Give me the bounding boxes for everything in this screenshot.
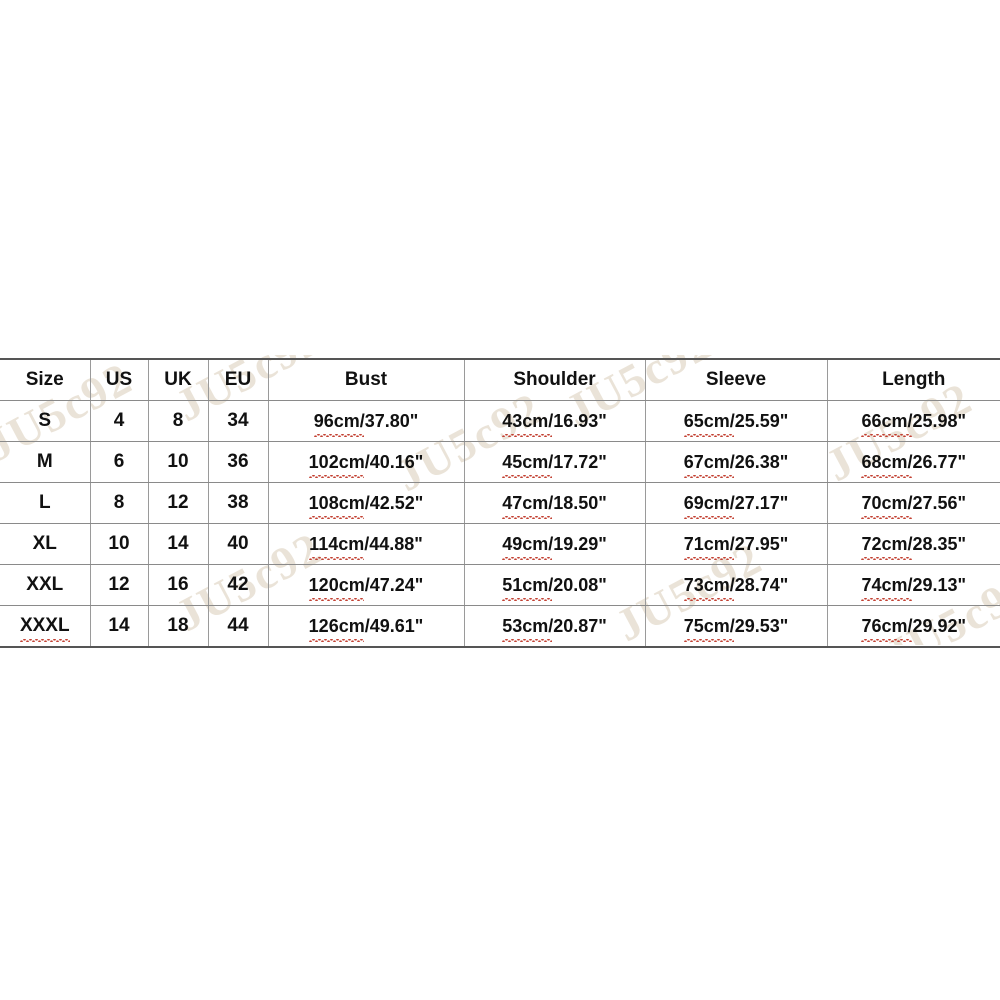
cell-shoulder-value: 43cm/16.93" bbox=[502, 401, 607, 441]
cell-sleeve-value: 69cm/27.17" bbox=[683, 483, 788, 523]
cell-shoulder-value: 45cm/17.72" bbox=[502, 442, 607, 482]
column-header-uk: UK bbox=[147, 358, 209, 401]
cell-size: L bbox=[0, 482, 91, 524]
cell-eu: 38 bbox=[207, 482, 269, 524]
cell-bust-value: 120cm/47.24" bbox=[308, 565, 423, 605]
cell-shoulder-value: 49cm/19.29" bbox=[502, 524, 607, 564]
cell-bust-value: 114cm/44.88" bbox=[309, 524, 423, 564]
cell-shoulder: 43cm/16.93" bbox=[463, 400, 646, 442]
cell-us: 4 bbox=[89, 400, 149, 442]
cell-size: XL bbox=[0, 523, 91, 565]
cell-shoulder: 49cm/19.29" bbox=[463, 523, 646, 565]
cell-size: S bbox=[0, 400, 91, 442]
cell-eu: 34 bbox=[207, 400, 269, 442]
cell-size: M bbox=[0, 441, 91, 483]
cell-uk: 8 bbox=[147, 400, 209, 442]
cell-sleeve: 67cm/26.38" bbox=[644, 441, 828, 483]
cell-length-value: 76cm/29.92" bbox=[861, 606, 966, 646]
table-header: Size US UK EU Bust Shoulder Sleeve Lengt… bbox=[0, 358, 1000, 401]
column-header-eu: EU bbox=[207, 358, 269, 401]
cell-size-value: XXXL bbox=[19, 606, 70, 646]
table-row: XXXL 14 18 44 126cm/49.61" 53cm/20.87" 7… bbox=[0, 605, 1000, 648]
cell-bust-value: 102cm/40.16" bbox=[308, 442, 423, 482]
cell-length: 72cm/28.35" bbox=[826, 523, 1000, 565]
cell-bust: 120cm/47.24" bbox=[267, 564, 465, 606]
column-header-bust: Bust bbox=[267, 358, 465, 401]
cell-bust: 96cm/37.80" bbox=[267, 400, 465, 442]
cell-bust: 102cm/40.16" bbox=[267, 441, 465, 483]
table-row: S 4 8 34 96cm/37.80" 43cm/16.93" 65cm/25… bbox=[0, 400, 1000, 442]
cell-uk: 12 bbox=[147, 482, 209, 524]
table-row: M 6 10 36 102cm/40.16" 45cm/17.72" 67cm/… bbox=[0, 441, 1000, 483]
cell-bust-value: 108cm/42.52" bbox=[308, 483, 423, 523]
cell-shoulder: 53cm/20.87" bbox=[463, 605, 646, 648]
cell-length: 68cm/26.77" bbox=[826, 441, 1000, 483]
cell-us: 14 bbox=[89, 605, 149, 648]
cell-sleeve-value: 67cm/26.38" bbox=[683, 442, 788, 482]
cell-sleeve: 69cm/27.17" bbox=[644, 482, 828, 524]
cell-shoulder-value: 47cm/18.50" bbox=[502, 483, 607, 523]
cell-length: 74cm/29.13" bbox=[826, 564, 1000, 606]
cell-eu: 40 bbox=[207, 523, 269, 565]
cell-eu: 36 bbox=[207, 441, 269, 483]
cell-size: XXXL bbox=[0, 605, 91, 648]
cell-length-value: 74cm/29.13" bbox=[861, 565, 966, 605]
cell-length-value: 72cm/28.35" bbox=[861, 524, 966, 564]
table-body: S 4 8 34 96cm/37.80" 43cm/16.93" 65cm/25… bbox=[0, 400, 1000, 648]
cell-bust: 114cm/44.88" bbox=[267, 523, 465, 565]
cell-uk: 10 bbox=[147, 441, 209, 483]
cell-sleeve-value: 71cm/27.95" bbox=[683, 524, 788, 564]
cell-size: XXL bbox=[0, 564, 91, 606]
cell-sleeve: 71cm/27.95" bbox=[644, 523, 828, 565]
column-header-length: Length bbox=[826, 358, 1000, 401]
column-header-shoulder: Shoulder bbox=[463, 358, 646, 401]
column-header-sleeve: Sleeve bbox=[644, 358, 828, 401]
cell-sleeve: 65cm/25.59" bbox=[644, 400, 828, 442]
cell-sleeve-value: 73cm/28.74" bbox=[683, 565, 788, 605]
table-row: XL 10 14 40 114cm/44.88" 49cm/19.29" 71c… bbox=[0, 523, 1000, 565]
cell-length: 76cm/29.92" bbox=[826, 605, 1000, 648]
cell-shoulder-value: 51cm/20.08" bbox=[502, 565, 607, 605]
cell-length-value: 68cm/26.77" bbox=[861, 442, 966, 482]
cell-uk: 14 bbox=[147, 523, 209, 565]
size-chart-container: Size US UK EU Bust Shoulder Sleeve Lengt… bbox=[0, 358, 1000, 648]
cell-length-value: 66cm/25.98" bbox=[861, 401, 966, 441]
cell-sleeve: 75cm/29.53" bbox=[644, 605, 828, 648]
cell-sleeve: 73cm/28.74" bbox=[644, 564, 828, 606]
cell-length-value: 70cm/27.56" bbox=[861, 483, 966, 523]
cell-bust: 126cm/49.61" bbox=[267, 605, 465, 648]
cell-eu: 44 bbox=[207, 605, 269, 648]
cell-shoulder: 47cm/18.50" bbox=[463, 482, 646, 524]
cell-us: 10 bbox=[89, 523, 149, 565]
cell-bust-value: 96cm/37.80" bbox=[313, 401, 418, 441]
cell-length: 66cm/25.98" bbox=[826, 400, 1000, 442]
cell-sleeve-value: 75cm/29.53" bbox=[683, 606, 788, 646]
size-chart-table: Size US UK EU Bust Shoulder Sleeve Lengt… bbox=[0, 358, 1000, 648]
table-header-row: Size US UK EU Bust Shoulder Sleeve Lengt… bbox=[0, 358, 1000, 401]
cell-uk: 18 bbox=[147, 605, 209, 648]
cell-length: 70cm/27.56" bbox=[826, 482, 1000, 524]
column-header-us: US bbox=[89, 358, 149, 401]
cell-uk: 16 bbox=[147, 564, 209, 606]
cell-shoulder-value: 53cm/20.87" bbox=[502, 606, 607, 646]
cell-us: 6 bbox=[89, 441, 149, 483]
cell-sleeve-value: 65cm/25.59" bbox=[683, 401, 788, 441]
table-row: XXL 12 16 42 120cm/47.24" 51cm/20.08" 73… bbox=[0, 564, 1000, 606]
cell-bust-value: 126cm/49.61" bbox=[308, 606, 423, 646]
cell-shoulder: 51cm/20.08" bbox=[463, 564, 646, 606]
cell-us: 12 bbox=[89, 564, 149, 606]
column-header-size: Size bbox=[0, 358, 91, 401]
cell-eu: 42 bbox=[207, 564, 269, 606]
cell-shoulder: 45cm/17.72" bbox=[463, 441, 646, 483]
table-row: L 8 12 38 108cm/42.52" 47cm/18.50" 69cm/… bbox=[0, 482, 1000, 524]
cell-us: 8 bbox=[89, 482, 149, 524]
cell-bust: 108cm/42.52" bbox=[267, 482, 465, 524]
